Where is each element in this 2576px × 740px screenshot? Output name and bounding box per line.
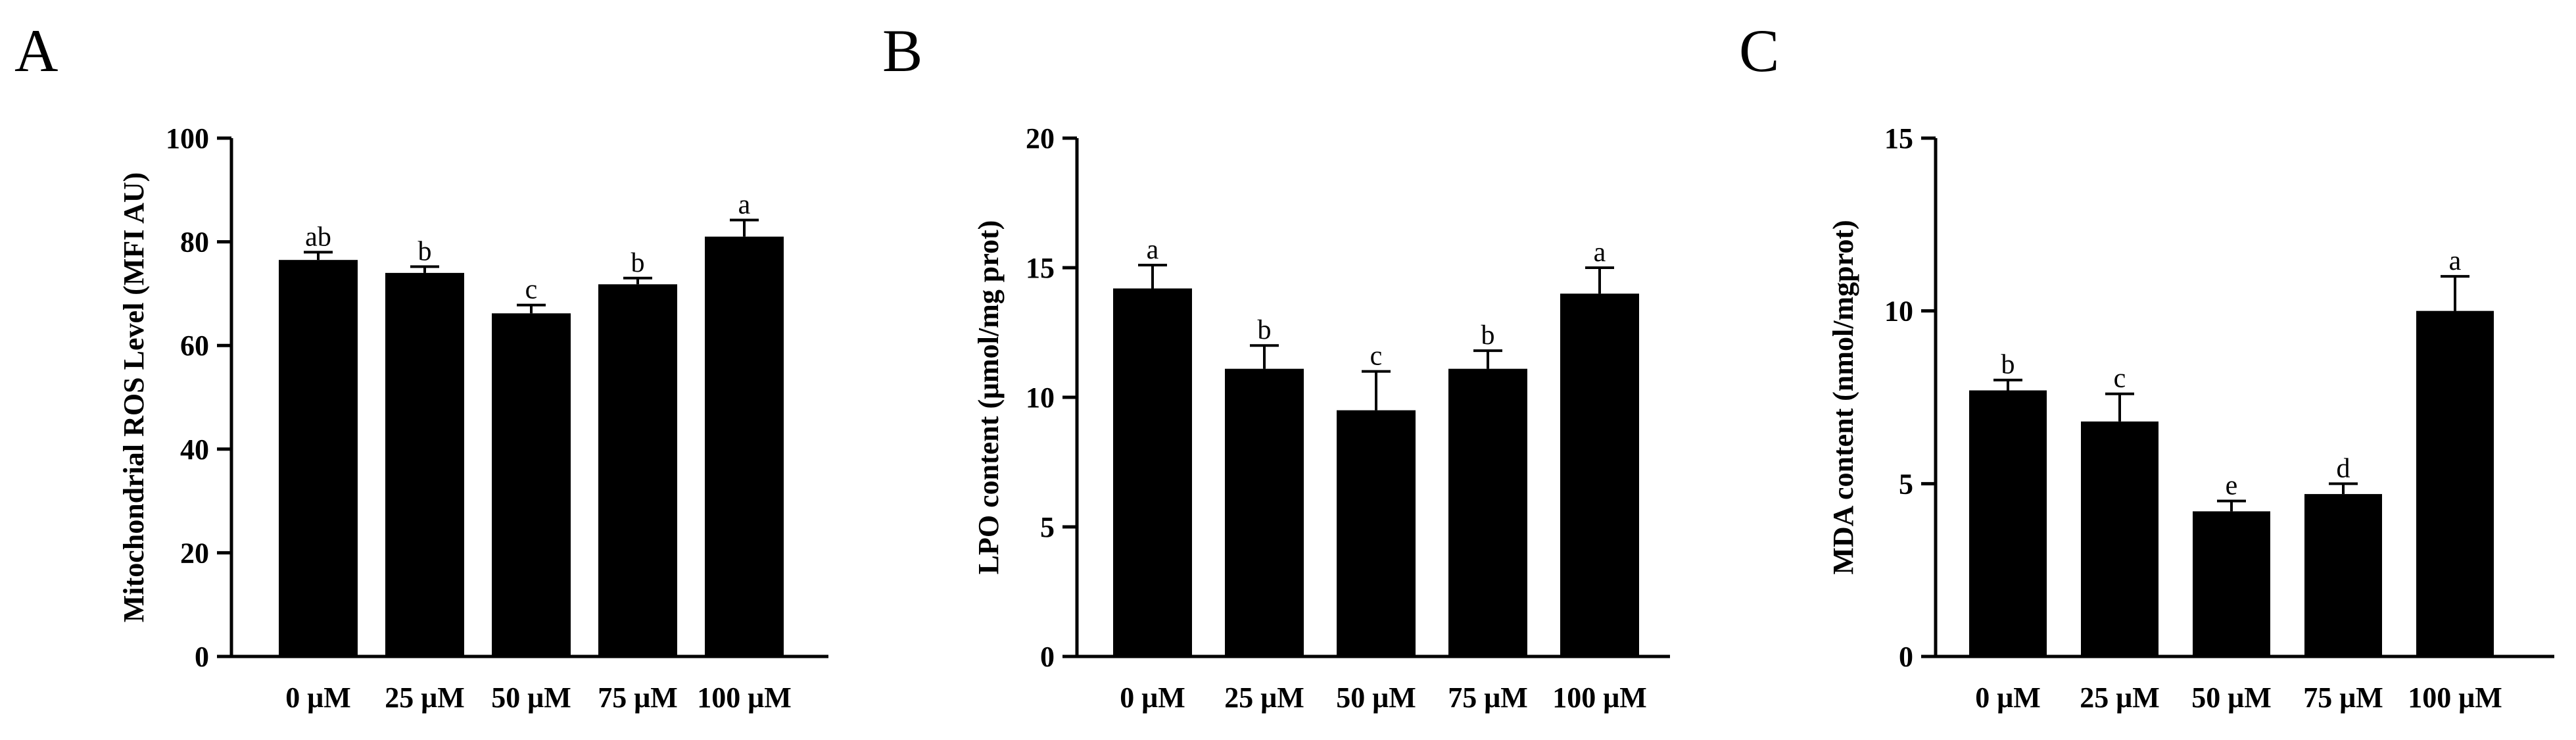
bar — [492, 313, 571, 656]
panel-letter: C — [1739, 17, 1779, 84]
bar — [1448, 368, 1527, 656]
bar — [2416, 310, 2494, 657]
significance-label: b — [631, 248, 645, 278]
bar — [705, 236, 784, 657]
significance-label: c — [2114, 364, 2126, 394]
y-tick-label: 40 — [180, 433, 209, 466]
significance-label: b — [1481, 320, 1495, 351]
x-category-label: 75 μM — [1448, 681, 1527, 714]
x-category-label: 50 μM — [2191, 681, 2271, 714]
x-category-label: 100 μM — [1552, 681, 1646, 714]
x-category-label: 0 μM — [1975, 681, 2040, 714]
bar — [1969, 390, 2047, 656]
x-category-label: 100 μM — [2408, 681, 2502, 714]
y-tick-label: 15 — [1884, 122, 1913, 155]
x-category-label: 75 μM — [2303, 681, 2383, 714]
y-tick-label: 0 — [1899, 641, 1913, 673]
significance-label: b — [2001, 350, 2015, 380]
x-category-label: 0 μM — [285, 681, 350, 714]
y-tick-label: 80 — [180, 226, 209, 259]
y-axis-label: LPO content (μmol/mg prot) — [972, 220, 1005, 575]
y-axis-label: MDA content (nmol/mgprot) — [1827, 220, 1859, 574]
y-tick-label: 100 — [166, 122, 209, 155]
y-tick-label: 0 — [1040, 641, 1055, 673]
significance-label: c — [1370, 341, 1383, 372]
y-tick-label: 20 — [180, 537, 209, 569]
chart-panel-c: C 0 5 10 15 MDA content (nmol/mgprot) b 0 μM c 25… — [1739, 17, 2554, 714]
panel-letter: B — [882, 17, 922, 84]
chart-panel-b: B 0 5 10 15 20 LPO content (μmol/mg prot) a 0 μM… — [882, 17, 1670, 714]
x-category-label: 0 μM — [1120, 681, 1185, 714]
x-category-label: 50 μM — [1336, 681, 1416, 714]
y-tick-label: 5 — [1899, 468, 1913, 500]
bar — [598, 284, 677, 656]
x-category-label: 75 μM — [598, 681, 677, 714]
significance-label: e — [2226, 471, 2238, 501]
y-tick-label: 0 — [195, 641, 209, 673]
significance-label: d — [2337, 453, 2350, 483]
bar — [279, 260, 358, 656]
significance-label: b — [1258, 315, 1272, 345]
significance-label: a — [1594, 237, 1606, 268]
significance-label: a — [2449, 246, 2462, 276]
bar — [2193, 511, 2270, 656]
bar — [385, 272, 464, 656]
x-category-label: 25 μM — [1224, 681, 1304, 714]
y-tick-label: 10 — [1884, 295, 1913, 328]
y-tick-label: 5 — [1040, 511, 1055, 543]
significance-label: a — [738, 190, 751, 220]
x-category-label: 100 μM — [697, 681, 791, 714]
bar — [2304, 494, 2382, 656]
bar — [1337, 410, 1416, 656]
x-category-label: 25 μM — [2080, 681, 2159, 714]
x-category-label: 50 μM — [491, 681, 571, 714]
bar — [2081, 421, 2159, 656]
bar — [1560, 293, 1639, 656]
y-tick-label: 20 — [1026, 122, 1055, 155]
y-tick-label: 60 — [180, 330, 209, 362]
significance-label: c — [525, 275, 538, 305]
panel-letter: A — [14, 17, 58, 84]
bar — [1113, 288, 1192, 656]
significance-label: b — [418, 236, 432, 266]
y-tick-label: 10 — [1026, 382, 1055, 414]
x-category-label: 25 μM — [385, 681, 464, 714]
y-axis-label: Mitochondrial ROS Level (MFI AU) — [118, 172, 150, 622]
bar — [1225, 368, 1304, 656]
significance-label: ab — [305, 222, 331, 252]
chart-panel-a: A 0 20 40 60 80 100 Mitochondrial ROS Level (MF… — [14, 17, 828, 714]
y-tick-label: 15 — [1026, 252, 1055, 284]
significance-label: a — [1147, 235, 1159, 265]
